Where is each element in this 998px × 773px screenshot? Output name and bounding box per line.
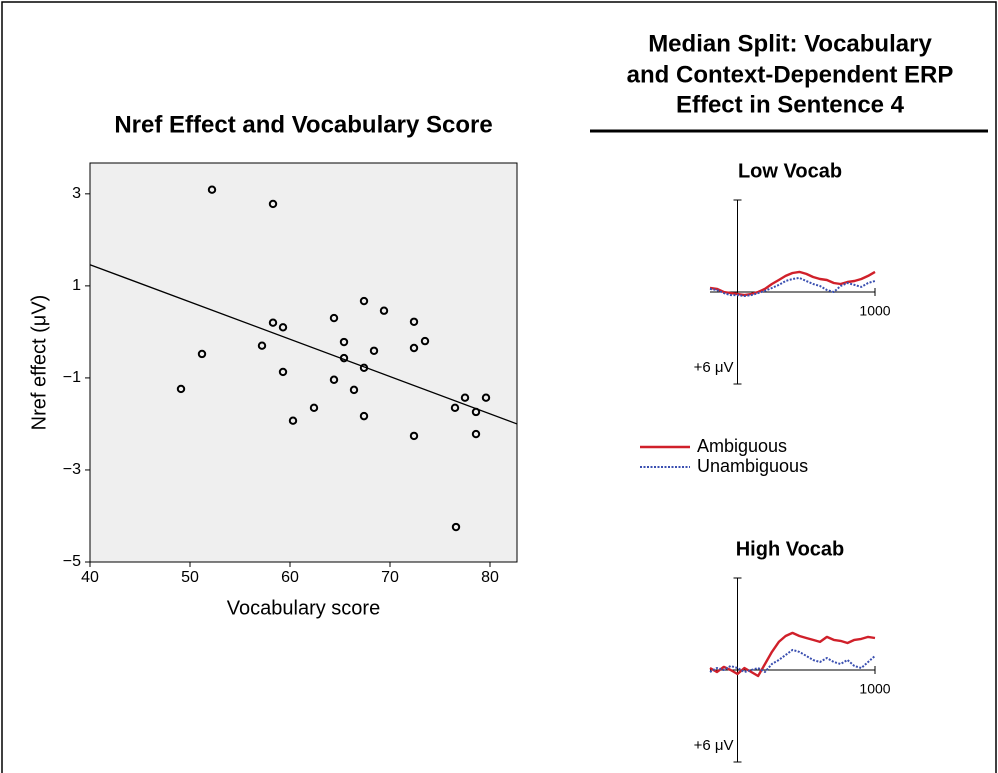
x-tick-label: 1000 — [859, 681, 890, 697]
x-tick-label: 1000 — [859, 303, 890, 319]
y-tick-label: +6 μV — [694, 359, 734, 376]
x-tick-label: 50 — [181, 569, 199, 586]
data-point — [471, 407, 481, 417]
data-point — [359, 411, 369, 421]
data-point — [339, 337, 349, 347]
x-tick-label: 80 — [481, 569, 499, 586]
data-point — [349, 385, 359, 395]
y-tick-label: −1 — [63, 369, 81, 386]
data-point — [451, 522, 461, 532]
data-point — [471, 429, 481, 439]
x-axis-label: Vocabulary score — [227, 597, 380, 619]
panel-title: and Context-Dependent ERP — [627, 61, 954, 88]
data-point — [176, 384, 186, 394]
data-point — [207, 185, 217, 194]
erp-line — [709, 276, 876, 297]
data-point — [309, 403, 319, 413]
data-point — [460, 393, 470, 402]
panel-title: Median Split: Vocabulary — [648, 30, 932, 57]
fit-line — [89, 264, 518, 425]
data-point — [197, 349, 207, 359]
data-point — [268, 199, 278, 209]
data-point — [481, 393, 491, 402]
data-point — [288, 416, 298, 425]
data-point — [420, 336, 430, 346]
data-point — [257, 341, 267, 350]
data-point — [409, 343, 419, 353]
erp-line — [709, 648, 876, 673]
x-tick-label: 40 — [81, 569, 99, 586]
data-point — [379, 306, 389, 315]
chart-title: Nref Effect and Vocabulary Score — [114, 111, 492, 138]
data-point — [329, 375, 339, 384]
x-tick-label: 70 — [381, 569, 399, 586]
data-point — [268, 318, 278, 327]
y-tick-label: −3 — [63, 461, 81, 478]
erp-line — [709, 270, 876, 297]
erp-line — [709, 631, 876, 678]
data-point — [329, 313, 339, 323]
data-point — [339, 353, 349, 363]
y-tick-label: +6 μV — [694, 737, 734, 754]
y-axis-label: Nref effect (μV) — [28, 295, 50, 431]
panel-title: Effect in Sentence 4 — [676, 91, 905, 118]
data-point — [278, 323, 288, 332]
data-point — [409, 317, 419, 326]
plot-area — [89, 162, 518, 563]
data-point — [369, 346, 379, 355]
y-tick-label: −5 — [63, 553, 81, 570]
data-point — [359, 296, 369, 306]
legend-label: Ambiguous — [697, 436, 787, 456]
chart-title: Low Vocab — [738, 160, 842, 182]
chart-title: High Vocab — [736, 538, 845, 560]
data-point — [278, 367, 288, 377]
y-tick-label: 3 — [72, 185, 81, 202]
x-tick-label: 60 — [281, 569, 299, 586]
data-point — [409, 431, 419, 441]
data-point — [450, 403, 460, 413]
y-tick-label: 1 — [72, 277, 81, 294]
legend-label: Unambiguous — [697, 456, 808, 476]
data-point — [359, 363, 369, 372]
